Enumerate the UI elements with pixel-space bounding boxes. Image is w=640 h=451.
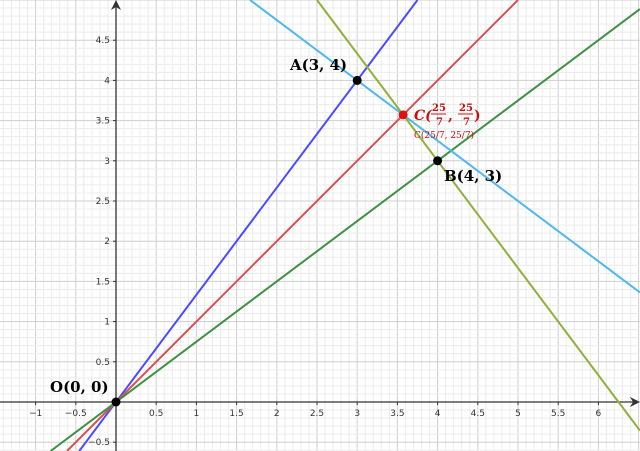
line-db5050 [66,0,519,451]
y-tick-label: 4.5 [96,36,110,46]
points [111,75,443,407]
line-4db8f0 [249,0,640,294]
x-tick-label: 1.5 [229,409,243,419]
y-tick-label: 2 [104,237,110,247]
tick-labels: −1 −0.5 0.5 1 1.5 2 2.5 3 3.5 4 4.5 5 5.5 6 −0.5 0.5 1 1.… [29,36,602,448]
point-labels: O(0, 0) A(3, 4) B(4, 3) C( 25 7 , 25 7 )… [50,56,502,396]
y-tick-label: 3 [104,157,110,167]
x-tick-label: −0.5 [65,409,87,419]
y-tick-label: 3.5 [96,117,110,127]
label-C-sep: , [448,108,453,124]
y-tick-label: 1 [104,318,110,328]
label-C-num1: 25 [432,103,446,114]
label-C-text: C(25/7, 25/7) [414,130,474,141]
line-3d9140 [50,8,640,451]
x-tick-label: 2 [274,409,280,419]
y-tick-label: 4 [104,76,110,86]
x-tick-label: 6 [596,409,602,419]
line-4b4bff [78,0,419,451]
x-tick-label: 1 [194,409,200,419]
label-C-suffix: ) [474,108,481,124]
y-tick-label: 0.5 [96,358,110,368]
x-tick-label: 5.5 [551,409,565,419]
point-O [111,397,121,407]
x-tick-label: −1 [29,409,42,419]
x-tick-label: 4.5 [471,409,485,419]
label-C-num2: 25 [459,103,473,114]
point-B [433,156,443,166]
x-tick-label: 3.5 [390,409,404,419]
x-tick-label: 0.5 [149,409,163,419]
point-A [352,75,362,85]
label-C-prefix: C( [414,108,433,124]
x-tick-label: 5 [515,409,521,419]
line-8fb03a [316,0,640,432]
point-C [398,110,408,120]
label-C-den1: 7 [436,117,443,128]
y-tick-label: −0.5 [88,438,110,448]
y-tick-label: 2.5 [96,197,110,207]
y-tick-label: 1.5 [96,277,110,287]
x-axis-arrow-icon [630,397,640,407]
label-A: A(3, 4) [289,56,347,74]
y-axis-arrow-icon [111,0,121,10]
lines [50,0,640,451]
x-tick-label: 2.5 [310,409,324,419]
label-C-den2: 7 [463,117,470,128]
x-tick-label: 4 [435,409,441,419]
x-tick-label: 3 [354,409,360,419]
label-C: C( 25 7 , 25 7 ) C(25/7, 25/7) [414,103,481,141]
label-O: O(0, 0) [50,378,109,396]
label-B: B(4, 3) [444,167,502,185]
